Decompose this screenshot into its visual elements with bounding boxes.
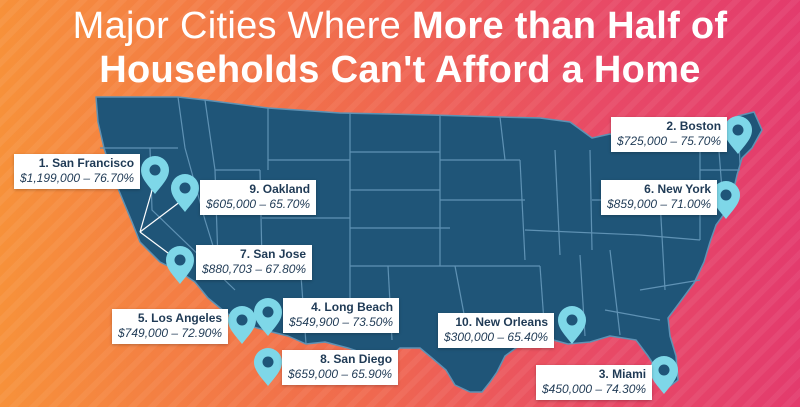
- city-label-san-diego: 8. San Diego $659,000 – 65.90%: [282, 350, 399, 385]
- city-value: $859,000 – 71.00%: [607, 197, 712, 211]
- city-value: $605,000 – 65.70%: [206, 197, 311, 211]
- title-line-1: Major Cities Where More than Half of: [0, 4, 800, 48]
- city-label-long-beach: 4. Long Beach $549,900 – 73.50%: [283, 298, 400, 333]
- city-label-san-francisco: 1. San Francisco $1,199,000 – 76.70%: [14, 154, 141, 189]
- city-value: $725,000 – 75.70%: [617, 134, 722, 148]
- map-pin-icon: [254, 298, 282, 336]
- city-value: $1,199,000 – 76.70%: [20, 171, 135, 185]
- map-pin-icon: [712, 181, 740, 219]
- map-pin-icon: [171, 174, 199, 212]
- city-label-oakland: 9. Oakland $605,000 – 65.70%: [200, 180, 317, 215]
- city-label-miami: 3. Miami $450,000 – 74.30%: [536, 365, 653, 400]
- map-pin-icon: [650, 356, 678, 394]
- city-label-new-york: 6. New York $859,000 – 71.00%: [601, 180, 718, 215]
- map-pin-icon: [141, 156, 169, 194]
- city-label-new-orleans: 10. New Orleans $300,000 – 65.40%: [438, 313, 555, 348]
- map-pin-icon: [724, 116, 752, 154]
- city-rank: 7. San Jose: [240, 247, 307, 261]
- city-value: $880,703 – 67.80%: [202, 262, 307, 276]
- title-light: Major Cities Where: [72, 5, 412, 47]
- city-value: $450,000 – 74.30%: [542, 382, 647, 396]
- city-rank: 5. Los Angeles: [137, 311, 223, 325]
- map-pin-icon: [254, 348, 282, 386]
- city-value: $749,000 – 72.90%: [118, 326, 223, 340]
- map-pin-icon: [558, 306, 586, 344]
- city-rank: 9. Oakland: [249, 182, 311, 196]
- title-line-2: Households Can't Afford a Home: [99, 49, 701, 91]
- city-label-boston: 2. Boston $725,000 – 75.70%: [611, 117, 728, 152]
- city-value: $659,000 – 65.90%: [288, 367, 393, 381]
- city-rank: 8. San Diego: [320, 352, 393, 366]
- title-bold: More than Half of: [411, 5, 728, 47]
- city-rank: 1. San Francisco: [38, 156, 135, 170]
- city-rank: 10. New Orleans: [455, 315, 549, 329]
- city-rank: 3. Miami: [598, 367, 647, 381]
- city-rank: 6. New York: [644, 182, 712, 196]
- city-rank: 4. Long Beach: [311, 300, 394, 314]
- city-label-san-jose: 7. San Jose $880,703 – 67.80%: [196, 245, 313, 280]
- city-rank: 2. Boston: [666, 119, 722, 133]
- pins: [141, 116, 752, 394]
- city-value: $300,000 – 65.40%: [444, 330, 549, 344]
- city-label-los-angeles: 5. Los Angeles $749,000 – 72.90%: [112, 309, 229, 344]
- map-pin-icon: [166, 246, 194, 284]
- city-value: $549,900 – 73.50%: [289, 315, 394, 329]
- map-pin-icon: [228, 306, 256, 344]
